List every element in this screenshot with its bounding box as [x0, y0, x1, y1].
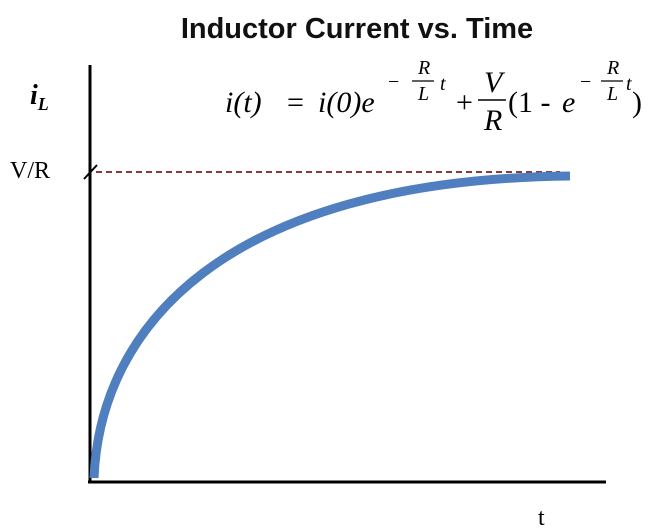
- equation: i(t) = i(0)e − R L t + V R (1 - e − R L …: [225, 57, 642, 137]
- marker-label: V/R: [10, 158, 50, 184]
- current-curve: [89, 171, 571, 479]
- eq-paren-close: ): [632, 86, 642, 119]
- eq-exp2-den: L: [606, 83, 618, 105]
- eq-lhs: i(t): [225, 86, 262, 119]
- marker-tick: [83, 164, 98, 180]
- eq-exp2-var: t: [626, 73, 632, 95]
- eq-exp2-sign: −: [580, 71, 591, 93]
- eq-exp1-sign: −: [388, 71, 399, 93]
- eq-paren-open: (1 -: [508, 86, 550, 119]
- eq-plus: +: [456, 86, 473, 119]
- title: Inductor Current vs. Time: [181, 13, 533, 45]
- eq-frac-num: V: [484, 66, 506, 99]
- eq-term1: i(0)e: [318, 86, 375, 119]
- eq-exp1-num: R: [417, 57, 430, 79]
- eq-frac-den: R: [483, 104, 502, 137]
- eq-exp2-num: R: [606, 57, 619, 79]
- eq-exp1-var: t: [440, 73, 446, 95]
- x-axis-label: t: [538, 505, 545, 529]
- eq-equals: =: [287, 86, 304, 119]
- eq-exp1-den: L: [417, 83, 429, 105]
- y-axis-label: iL: [30, 80, 49, 114]
- eq-e: e: [562, 86, 575, 119]
